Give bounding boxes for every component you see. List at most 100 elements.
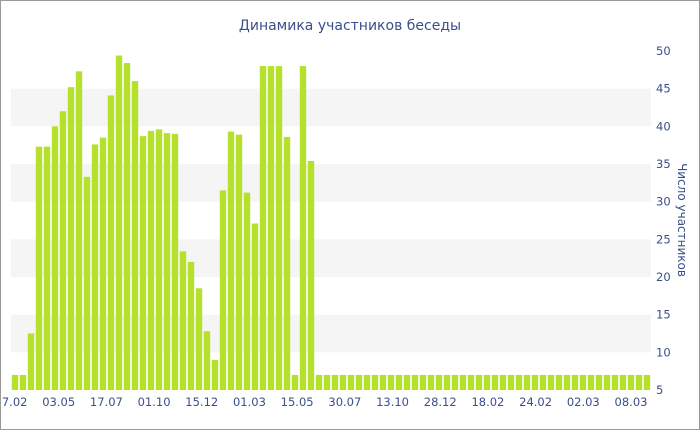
bar [211, 359, 219, 390]
chart-title: Динамика участников беседы [239, 18, 461, 34]
bar [195, 288, 203, 390]
bar [435, 374, 443, 390]
bar [507, 374, 515, 390]
bar [491, 374, 499, 390]
bar [515, 374, 523, 390]
bar [403, 374, 411, 390]
x-axis-ticks: 17.02 03.05 17.07 01.10 15.12 01.03 15.05 30.07… [0, 395, 647, 409]
x-tick-label: 28.12 [424, 395, 457, 409]
x-tick-label: 02.03 [567, 395, 600, 409]
bar [139, 136, 147, 390]
bar [35, 146, 43, 390]
bar [587, 374, 595, 390]
bar [307, 160, 315, 390]
bar [227, 131, 235, 390]
bar [635, 374, 643, 390]
bar [123, 63, 131, 390]
y-axis-ticks: 5 10 15 20 25 30 35 40 45 50 [656, 44, 671, 397]
bar [131, 81, 139, 390]
x-tick-label: 01.10 [138, 395, 171, 409]
bar [187, 261, 195, 390]
bar [419, 374, 427, 390]
bar [59, 111, 67, 391]
bar [51, 126, 59, 390]
bar [107, 95, 115, 391]
bar [427, 374, 435, 390]
bar [387, 374, 395, 390]
x-tick-label: 17.07 [90, 395, 123, 409]
bar [531, 374, 539, 390]
bar [259, 66, 267, 391]
bar [203, 331, 211, 390]
bar [83, 176, 91, 390]
x-tick-label: 18.02 [471, 395, 504, 409]
bar [75, 71, 83, 390]
bar [475, 374, 483, 390]
grid-bands [11, 88, 651, 353]
bar [539, 374, 547, 390]
bar [339, 374, 347, 390]
x-tick-label: 24.02 [519, 395, 552, 409]
bar [467, 374, 475, 390]
bar [451, 374, 459, 390]
bar [571, 374, 579, 390]
x-tick-label: 01.03 [233, 395, 266, 409]
bar [219, 190, 227, 390]
bar [43, 146, 51, 390]
y-tick-label: 15 [656, 308, 671, 322]
bar [443, 374, 451, 390]
bar [171, 133, 179, 390]
bar [555, 374, 563, 390]
bar [563, 374, 571, 390]
x-tick-label: 30.07 [328, 395, 361, 409]
bar [379, 374, 387, 390]
bar [27, 333, 35, 390]
bar [331, 374, 339, 390]
bar [459, 374, 467, 390]
bar [523, 374, 531, 390]
bar [547, 374, 555, 390]
bar [267, 66, 275, 391]
y-tick-label: 10 [656, 345, 671, 359]
bar [291, 374, 299, 390]
y-tick-label: 45 [656, 82, 671, 96]
bar [579, 374, 587, 390]
bar [395, 374, 403, 390]
y-tick-label: 35 [656, 157, 671, 171]
bar [619, 374, 627, 390]
bar [603, 374, 611, 390]
x-tick-label: 03.05 [42, 395, 75, 409]
bar [19, 374, 27, 390]
y-tick-label: 5 [656, 383, 663, 397]
bar [371, 374, 379, 390]
bars [11, 55, 651, 391]
bar [283, 136, 291, 390]
x-tick-label: 15.05 [281, 395, 314, 409]
y-tick-label: 40 [656, 119, 671, 133]
bar [355, 374, 363, 390]
bar [299, 66, 307, 391]
bar [411, 374, 419, 390]
y-tick-label: 20 [656, 270, 671, 284]
bar [147, 130, 155, 390]
bar [179, 251, 187, 390]
grid-band [11, 239, 651, 277]
x-tick-label: 17.02 [1, 395, 27, 409]
bar [251, 223, 259, 390]
bar [91, 144, 99, 390]
bar [363, 374, 371, 390]
y-axis-label: Число участников [675, 163, 689, 277]
bar [243, 192, 251, 390]
bar [67, 87, 75, 390]
bar [499, 374, 507, 390]
bar [627, 374, 635, 390]
bar [99, 137, 107, 390]
y-tick-label: 50 [656, 44, 671, 58]
x-tick-label: 15.12 [185, 395, 218, 409]
bar [611, 374, 619, 390]
bar [235, 134, 243, 390]
x-tick-label: 13.10 [376, 395, 409, 409]
bar [595, 374, 603, 390]
bar [163, 133, 171, 390]
